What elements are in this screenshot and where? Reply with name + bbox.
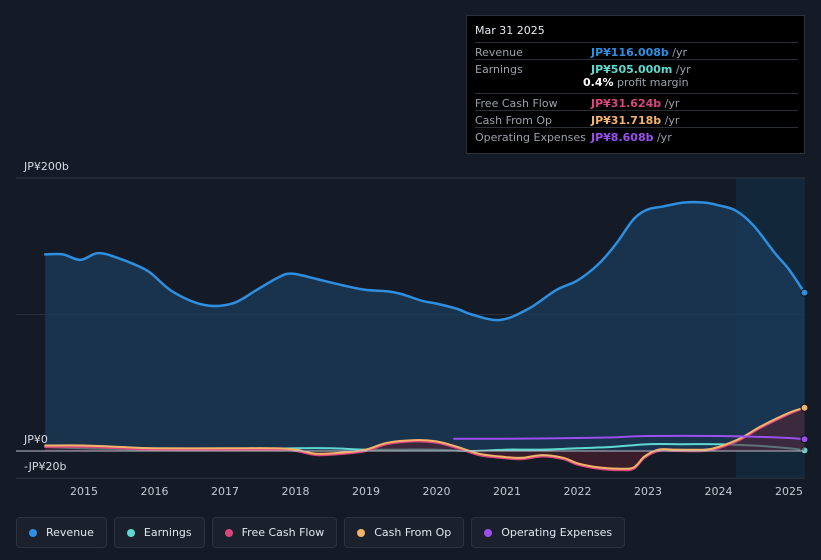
tooltip-label: Cash From Op (475, 114, 553, 127)
legend-label: Operating Expenses (501, 526, 613, 539)
y-label-bottom: -JP¥20b (24, 460, 67, 473)
legend-label: Earnings (143, 526, 192, 539)
legend-item-cash-from-op[interactable]: Cash From Op (344, 517, 465, 548)
y-label-zero: JP¥0 (24, 433, 48, 446)
tooltip-unit: /yr (661, 97, 680, 110)
tooltip-row-cash-from-op: Cash From Op JP¥31.718b /yr (475, 110, 798, 128)
tooltip-label: Revenue (475, 46, 523, 59)
profit-margin-value: 0.4% (583, 76, 614, 89)
x-tick-2018: 2018 (282, 485, 310, 498)
x-tick-2025: 2025 (775, 485, 803, 498)
x-tick-2019: 2019 (352, 485, 380, 498)
x-tick-2016: 2016 (141, 485, 169, 498)
x-tick-2015: 2015 (70, 485, 98, 498)
tooltip-label: Earnings (475, 63, 523, 76)
tooltip-unit: /yr (661, 114, 680, 127)
tooltip-row-free-cash-flow: Free Cash Flow JP¥31.624b /yr (475, 93, 798, 111)
tooltip-row-earnings: Earnings JP¥505.000m /yr (475, 59, 798, 77)
tooltip-row-revenue: Revenue JP¥116.008b /yr (475, 42, 798, 60)
tooltip: Mar 31 2025 Revenue JP¥116.008b /yr Earnin… (466, 15, 805, 154)
legend-dot-icon (126, 528, 135, 537)
legend-item-free-cash-flow[interactable]: Free Cash Flow (211, 517, 338, 548)
x-tick-2021: 2021 (493, 485, 521, 498)
cash-from-op-line (44, 406, 806, 470)
tooltip-label: Operating Expenses (475, 131, 586, 144)
revenue-line (43, 200, 806, 322)
x-tick-2023: 2023 (634, 485, 662, 498)
tooltip-value: JP¥8.608b /yr (591, 131, 672, 144)
tooltip-row-operating-expenses: Operating Expenses JP¥8.608b /yr (475, 127, 798, 145)
tooltip-value: JP¥31.624b /yr (591, 97, 680, 110)
legend-dot-icon (484, 528, 493, 537)
tooltip-date: Mar 31 2025 (475, 24, 545, 37)
x-tick-2020: 2020 (423, 485, 451, 498)
tooltip-value: JP¥31.718b /yr (591, 114, 680, 127)
tooltip-label: Free Cash Flow (475, 97, 558, 110)
tooltip-unit: /yr (653, 131, 672, 144)
legend-item-revenue[interactable]: Revenue (16, 517, 107, 548)
tooltip-value: JP¥116.008b /yr (591, 46, 688, 59)
cash-from-op-end-marker (800, 403, 809, 412)
operating-expenses-end-marker (800, 435, 809, 444)
x-tick-2024: 2024 (705, 485, 733, 498)
profit-margin-label: profit margin (613, 76, 689, 89)
tooltip-unit: /yr (672, 63, 691, 76)
legend-item-earnings[interactable]: Earnings (113, 517, 205, 548)
legend-dot-icon (224, 528, 233, 537)
legend-dot-icon (29, 528, 37, 537)
legend-label: Revenue (46, 526, 94, 539)
revenue-end-marker (800, 288, 809, 297)
legend-dot-icon (357, 528, 366, 537)
legend: Revenue Earnings Free Cash Flow Cash From O… (16, 517, 626, 548)
x-tick-2017: 2017 (211, 485, 239, 498)
x-tick-2022: 2022 (564, 485, 592, 498)
free-cash-flow-area (45, 407, 805, 471)
operating-expenses-line (453, 434, 806, 441)
tooltip-unit: /yr (668, 46, 688, 59)
tooltip-value: JP¥505.000m /yr (591, 63, 691, 76)
legend-item-operating-expenses[interactable]: Operating Expenses (471, 517, 626, 548)
tooltip-profit-margin: 0.4% profit margin (583, 76, 689, 89)
legend-label: Free Cash Flow (241, 526, 325, 539)
revenue-area (45, 202, 805, 451)
legend-label: Cash From Op (374, 526, 452, 539)
y-label-top: JP¥200b (24, 160, 69, 173)
